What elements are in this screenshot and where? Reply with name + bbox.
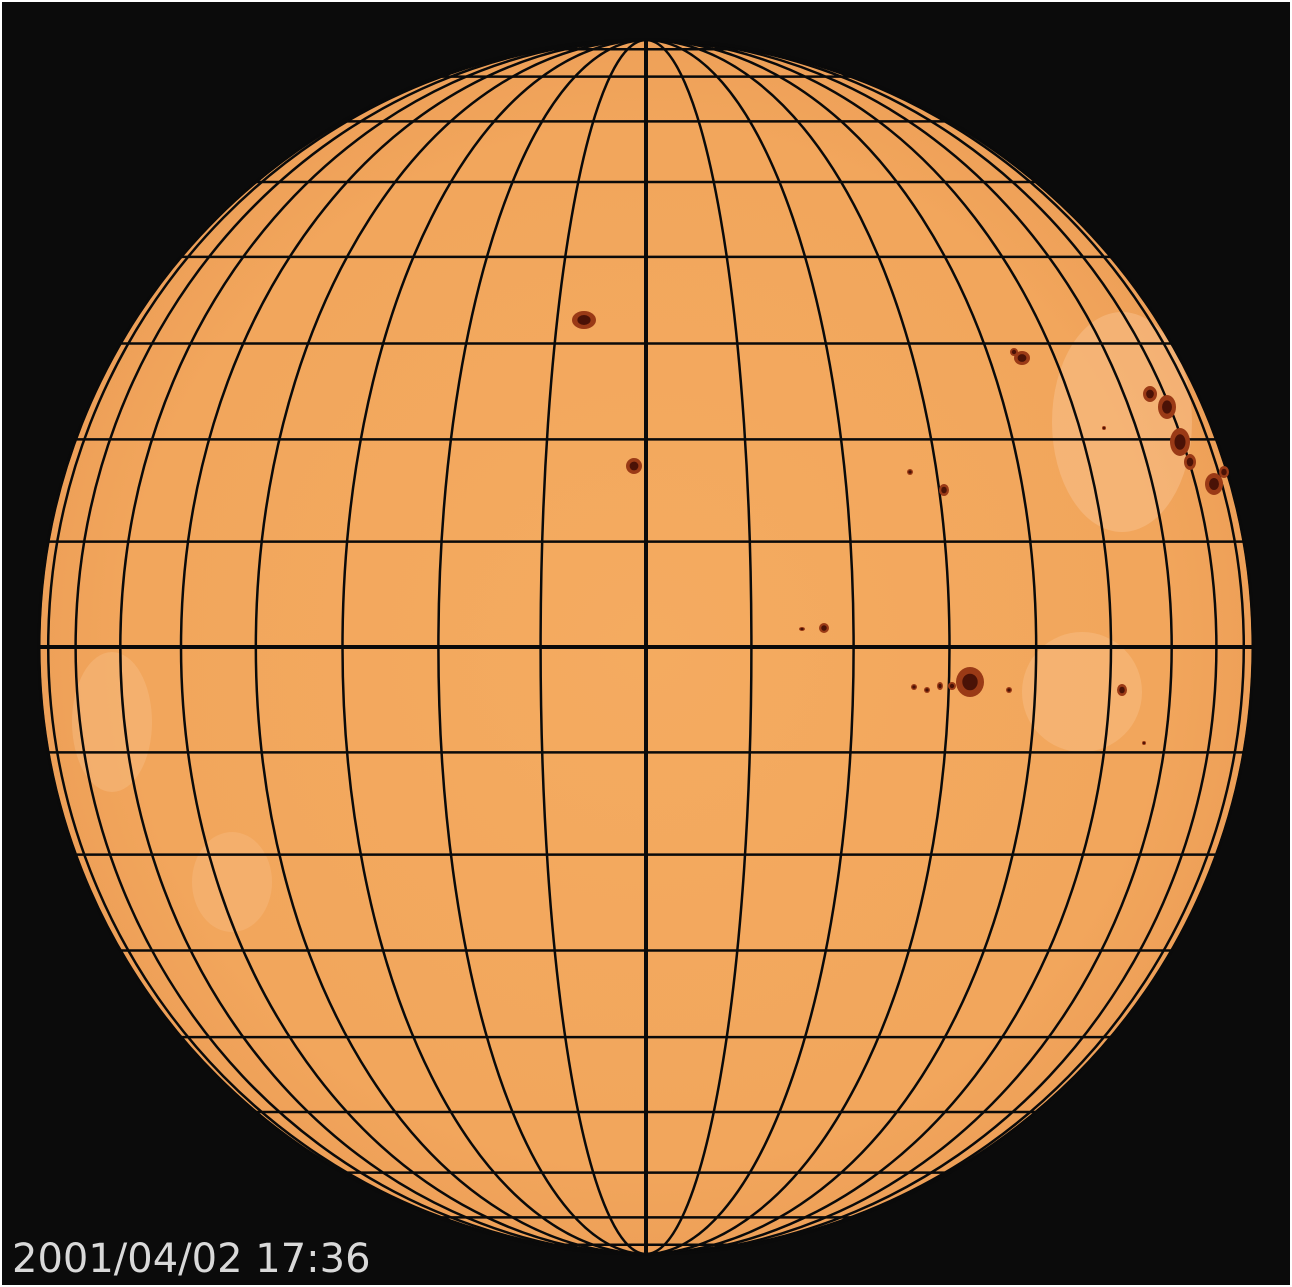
sunspot-umbra — [1011, 349, 1017, 355]
longitude-line — [645, 40, 1218, 1254]
sunspot-umbra — [1174, 434, 1186, 450]
longitude-line — [645, 40, 1113, 1254]
longitude-line — [645, 40, 855, 1254]
sunspot-umbra — [1007, 688, 1011, 692]
longitude-line — [645, 40, 1245, 1254]
sunspot-umbra — [962, 673, 978, 691]
longitude-line — [539, 40, 647, 1254]
sunspot-umbra — [1017, 354, 1027, 362]
sunspot-umbra — [938, 683, 942, 689]
sunspot-umbra — [941, 486, 947, 494]
longitude-line — [47, 40, 647, 1254]
sunspot-umbra — [800, 627, 804, 631]
longitude-line — [645, 40, 951, 1254]
sunspot-umbra — [1209, 477, 1219, 491]
sunspot-umbra — [1162, 400, 1172, 414]
sunspot-umbra — [1119, 686, 1125, 694]
sunspot-umbra — [577, 315, 591, 325]
sunspot-umbra — [1102, 426, 1106, 430]
sunspot-umbra — [629, 461, 639, 471]
sunspot-umbra — [1142, 741, 1146, 745]
longitude-line — [341, 40, 647, 1254]
sunspot-umbra — [912, 685, 916, 689]
longitude-line — [645, 40, 1038, 1254]
sunspot-umbra — [1186, 457, 1194, 467]
sunspot-umbra — [925, 688, 929, 692]
sunspot-umbra — [949, 683, 955, 689]
longitude-line — [645, 40, 753, 1254]
longitude-line — [254, 40, 647, 1254]
lat-lon-grid — [39, 40, 1253, 1254]
sunspot-umbra — [1221, 468, 1227, 476]
timestamp-label: 2001/04/02 17:36 — [12, 1236, 371, 1282]
sunspot-umbra — [908, 470, 912, 474]
longitude-line — [645, 40, 1173, 1254]
sunspot-umbra — [821, 625, 827, 631]
longitude-line — [179, 40, 647, 1254]
disk-limb — [37, 38, 1255, 1256]
longitude-line — [437, 40, 647, 1254]
longitude-line — [74, 40, 647, 1254]
sunspot-umbra — [1146, 389, 1154, 399]
sunspots — [572, 311, 1229, 745]
longitude-line — [119, 40, 647, 1254]
